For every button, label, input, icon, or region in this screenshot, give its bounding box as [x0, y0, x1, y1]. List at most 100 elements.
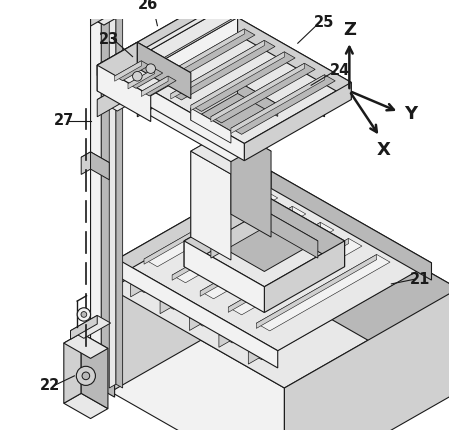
Polygon shape	[172, 206, 292, 280]
Polygon shape	[191, 128, 231, 237]
Polygon shape	[256, 255, 377, 329]
Polygon shape	[238, 18, 351, 100]
Polygon shape	[90, 0, 184, 25]
Polygon shape	[190, 242, 323, 331]
Text: 21: 21	[410, 272, 430, 287]
Polygon shape	[131, 18, 351, 144]
Polygon shape	[90, 0, 171, 26]
Polygon shape	[97, 65, 151, 122]
Polygon shape	[191, 128, 271, 174]
Polygon shape	[81, 333, 108, 408]
Polygon shape	[90, 11, 101, 396]
Polygon shape	[271, 171, 431, 280]
Polygon shape	[131, 0, 251, 69]
Polygon shape	[171, 58, 191, 86]
Text: 22: 22	[39, 378, 60, 393]
Polygon shape	[184, 195, 264, 267]
Text: Z: Z	[343, 21, 356, 39]
Polygon shape	[191, 108, 231, 143]
Polygon shape	[211, 63, 304, 122]
Polygon shape	[118, 171, 271, 276]
Polygon shape	[101, 11, 115, 397]
Polygon shape	[231, 75, 325, 133]
Polygon shape	[211, 210, 318, 271]
Polygon shape	[137, 55, 231, 117]
Polygon shape	[191, 52, 285, 111]
Polygon shape	[109, 6, 116, 388]
Polygon shape	[191, 52, 295, 111]
Polygon shape	[131, 18, 238, 96]
Polygon shape	[172, 206, 306, 283]
Polygon shape	[111, 289, 285, 430]
Polygon shape	[256, 255, 390, 331]
Polygon shape	[160, 225, 294, 313]
Polygon shape	[97, 0, 224, 76]
Text: 25: 25	[314, 15, 335, 30]
Polygon shape	[264, 195, 345, 267]
Polygon shape	[64, 333, 108, 358]
Polygon shape	[191, 81, 238, 120]
Polygon shape	[231, 75, 335, 134]
Polygon shape	[144, 190, 264, 264]
Polygon shape	[141, 76, 168, 96]
Text: 26: 26	[138, 0, 158, 12]
Polygon shape	[141, 76, 176, 96]
Polygon shape	[160, 225, 307, 309]
Polygon shape	[97, 58, 191, 111]
Text: X: X	[377, 141, 391, 159]
Text: 27: 27	[54, 113, 74, 128]
Polygon shape	[264, 210, 318, 258]
Polygon shape	[219, 259, 366, 343]
Polygon shape	[211, 63, 315, 123]
Polygon shape	[115, 61, 149, 81]
Polygon shape	[97, 42, 137, 91]
Polygon shape	[171, 40, 275, 100]
Polygon shape	[224, 0, 238, 11]
Polygon shape	[231, 55, 325, 117]
Polygon shape	[81, 152, 109, 168]
Polygon shape	[131, 209, 264, 297]
Polygon shape	[128, 68, 155, 89]
Polygon shape	[231, 128, 271, 237]
Polygon shape	[118, 259, 278, 368]
Polygon shape	[116, 6, 123, 388]
Circle shape	[82, 372, 90, 380]
Polygon shape	[191, 81, 278, 131]
Polygon shape	[171, 40, 264, 99]
Polygon shape	[200, 222, 334, 299]
Polygon shape	[144, 190, 278, 267]
Polygon shape	[151, 29, 255, 89]
Polygon shape	[97, 42, 191, 96]
Polygon shape	[200, 222, 320, 296]
Polygon shape	[111, 189, 458, 388]
Polygon shape	[137, 42, 191, 98]
Polygon shape	[118, 171, 431, 351]
Polygon shape	[285, 289, 458, 430]
Polygon shape	[90, 11, 115, 25]
Polygon shape	[151, 29, 244, 88]
Polygon shape	[90, 18, 104, 403]
Polygon shape	[191, 151, 231, 260]
Polygon shape	[81, 152, 90, 175]
Text: Y: Y	[404, 105, 417, 123]
Circle shape	[81, 312, 87, 317]
Polygon shape	[131, 79, 244, 161]
Polygon shape	[219, 259, 353, 347]
Polygon shape	[184, 241, 264, 313]
Polygon shape	[71, 315, 97, 339]
Polygon shape	[248, 276, 382, 364]
Polygon shape	[184, 195, 345, 287]
Polygon shape	[115, 61, 141, 81]
Circle shape	[133, 71, 142, 81]
Polygon shape	[111, 189, 285, 392]
Polygon shape	[285, 189, 458, 392]
Polygon shape	[238, 81, 278, 117]
Circle shape	[146, 64, 156, 74]
Polygon shape	[90, 152, 109, 180]
Polygon shape	[64, 393, 108, 418]
Polygon shape	[228, 238, 362, 315]
Polygon shape	[244, 83, 351, 161]
Polygon shape	[128, 68, 163, 88]
Polygon shape	[97, 58, 171, 117]
Polygon shape	[64, 333, 81, 403]
